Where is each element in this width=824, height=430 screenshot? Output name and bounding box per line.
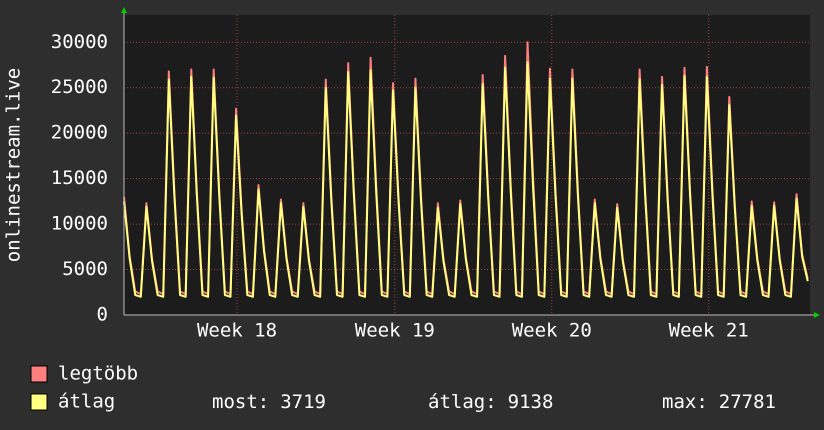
stat: max: 27781 [662,391,776,413]
y-tick-label: 30000 [51,31,108,53]
x-tick-label: Week 18 [197,320,277,342]
stat: átlag: 9138 [428,391,553,413]
x-tick-label: Week 19 [355,320,435,342]
stat-value: 9138 [508,391,554,413]
y-arrow [121,7,127,13]
y-tick-label: 15000 [51,167,108,189]
legend-swatch [30,393,48,411]
stat-value: 27781 [719,391,776,413]
y-tick-label: 0 [97,304,108,326]
series-line [123,61,809,298]
legend: legtöbb átlag most: 3719 átlag: 9138 max: 27781 [30,363,776,413]
y-tick-label: 5000 [62,258,108,280]
legend-label: átlag [58,391,115,413]
legend-label: legtöbb [58,363,138,385]
stat-label: max: [662,391,708,413]
stat-label: átlag: [428,391,497,413]
y-tick-label: 20000 [51,122,108,144]
stat: most: 3719 [212,391,326,413]
y-axis-label: onlinestream.live [3,68,25,262]
x-tick-label: Week 21 [669,320,749,342]
y-tick-label: 25000 [51,76,108,98]
x-arrow [814,312,820,318]
legend-swatch [30,365,48,383]
x-tick-label: Week 20 [512,320,592,342]
stat-value: 3719 [280,391,326,413]
stat-label: most: [212,391,269,413]
lines [123,41,809,298]
y-tick-label: 10000 [51,213,108,235]
